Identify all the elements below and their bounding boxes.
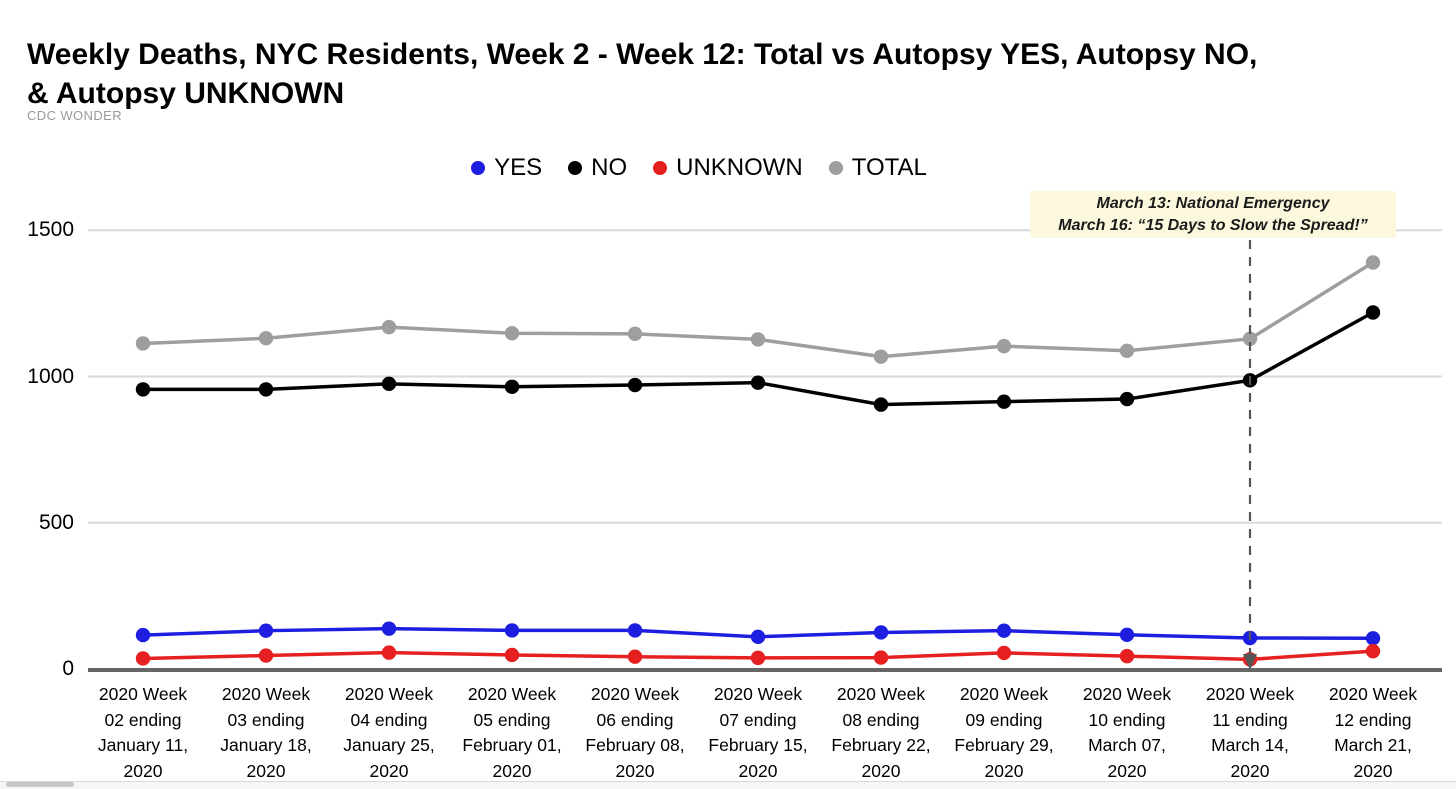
chart-title: Weekly Deaths, NYC Residents, Week 2 - W… xyxy=(27,38,1258,111)
y-tick-label: 500 xyxy=(38,510,74,534)
legend-label: UNKNOWN xyxy=(676,154,803,181)
x-tick-label: 2020 Week 09 ending February 29, 2020 xyxy=(954,684,1054,781)
annotation-line-1: March 13: National Emergency xyxy=(1096,194,1330,212)
legend: YES NO UNKNOWN TOTAL xyxy=(0,151,1398,185)
legend-item-yes: YES xyxy=(471,154,542,182)
y-axis-labels: 1500 1000 500 0 xyxy=(0,0,74,788)
x-tick-label: 2020 Week 10 ending March 07, 2020 xyxy=(1082,684,1172,781)
x-tick-label: 2020 Week 05 ending February 01, 2020 xyxy=(462,684,562,781)
x-tick-label: 2020 Week 11 ending March 14, 2020 xyxy=(1205,684,1295,781)
x-tick-label: 2020 Week 08 ending February 22, 2020 xyxy=(831,684,931,781)
annotation-box: March 13: National Emergency March 16: “… xyxy=(1030,191,1396,238)
x-tick-label: 2020 Week 07 ending February 15, 2020 xyxy=(708,684,808,781)
scrollbar-thumb[interactable] xyxy=(6,782,74,787)
y-tick-label: 1000 xyxy=(27,364,74,388)
x-tick-label: 2020 Week 12 ending March 21, 2020 xyxy=(1328,684,1418,781)
x-tick-label: 2020 Week 06 ending February 08, 2020 xyxy=(585,684,685,781)
chart-source: CDC WONDER xyxy=(27,108,122,123)
total-series-dot-icon xyxy=(828,161,843,175)
unknown-series-dot-icon xyxy=(653,161,668,175)
legend-label: NO xyxy=(591,154,628,181)
horizontal-scrollbar[interactable] xyxy=(0,781,1456,789)
annotation-line-2: March 16: “15 Days to Slow the Spread!” xyxy=(1058,216,1368,234)
yes-series-dot-icon xyxy=(471,161,486,175)
legend-item-total: TOTAL xyxy=(828,154,927,182)
y-tick-label: 0 xyxy=(62,657,74,680)
legend-item-unknown: UNKNOWN xyxy=(653,154,803,182)
y-tick-label: 1500 xyxy=(27,218,74,242)
legend-item-no: NO xyxy=(568,154,627,182)
no-series-dot-icon xyxy=(568,161,583,175)
legend-label: TOTAL xyxy=(851,154,927,181)
legend-label: YES xyxy=(494,154,543,181)
x-tick-label: 2020 Week 02 ending January 11, 2020 xyxy=(97,684,189,781)
x-tick-label: 2020 Week 04 ending January 25, 2020 xyxy=(343,684,435,781)
x-tick-label: 2020 Week 03 ending January 18, 2020 xyxy=(220,684,312,781)
